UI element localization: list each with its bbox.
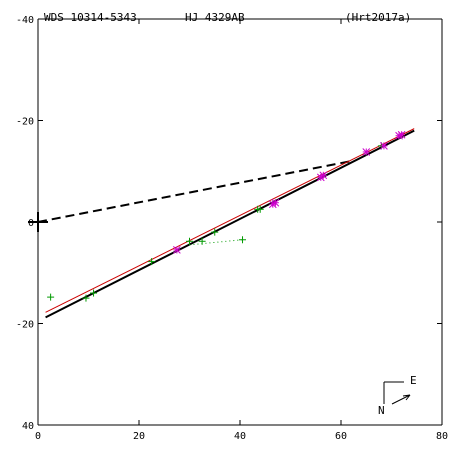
speckle-point (380, 142, 388, 150)
y-tick-label: -40 (16, 15, 34, 26)
header-wds-id: WDS 10314-5343 (44, 11, 137, 24)
orbit-lines (45, 128, 415, 319)
speckle-star-d2 (397, 130, 406, 139)
speckle-point (397, 130, 406, 139)
primary-star-marker (28, 212, 48, 232)
speckle-star-d2 (362, 148, 371, 156)
orbit-line (45, 129, 415, 319)
y-tick-label: 40 (22, 421, 34, 432)
y-tick-label: -20 (16, 117, 34, 128)
axis-tick-labels: 0 20 40 60 80 40 -20 0 -20 -40 (16, 15, 448, 442)
observation-point (256, 205, 264, 213)
x-tick-label: 20 (133, 431, 145, 442)
observation-points (47, 142, 385, 302)
x-tick-label: 80 (436, 431, 448, 442)
speckle-star-d2 (271, 198, 280, 207)
compass-motion-arrow (391, 394, 411, 405)
compass-arrowhead (402, 394, 411, 401)
y-tick-label: -20 (16, 320, 34, 331)
speckle-point (362, 148, 371, 156)
compass-east-label: E (410, 374, 417, 387)
observation-point (148, 258, 156, 266)
observation-point (47, 293, 55, 301)
speckle-point (271, 198, 280, 207)
plot-frame (37, 18, 443, 426)
speckle-star-d2 (319, 171, 328, 180)
alternate-orbit-line (45, 128, 415, 313)
speckle-point (319, 171, 328, 180)
y-tick-label: 0 (28, 218, 34, 229)
observation-point (211, 228, 219, 236)
compass-north-label: N (378, 404, 385, 417)
speckle-point (173, 246, 181, 254)
speckle-points (173, 130, 406, 254)
compass-rose: EN (378, 374, 417, 417)
observation-point (186, 237, 193, 245)
line-of-nodes (37, 160, 352, 223)
observation-point (90, 289, 98, 297)
residual-dotted-line (189, 239, 243, 246)
node-line-dashed (37, 160, 352, 223)
x-tick-label: 0 (35, 431, 41, 442)
axis-ticks (37, 18, 443, 426)
x-tick-label: 60 (335, 431, 347, 442)
observation-point (239, 236, 247, 244)
speckle-star-d2 (173, 246, 181, 254)
speckle-star-d2 (380, 142, 388, 150)
x-tick-label: 40 (234, 431, 246, 442)
observation-point (198, 237, 206, 245)
observation-point (82, 294, 90, 302)
header-reference: (Hrt2017a) (345, 11, 411, 24)
header-pair-name: HJ 4329AB (185, 11, 245, 24)
